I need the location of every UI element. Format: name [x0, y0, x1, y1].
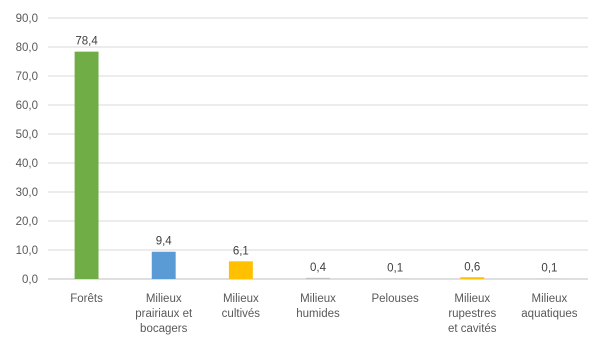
category-label: Milieux prairiaux et bocagers: [135, 293, 193, 335]
bar: [383, 278, 408, 279]
category-label-line: humides: [296, 308, 340, 320]
y-tick-label: 20,0: [16, 216, 38, 228]
data-label: 6,1: [233, 245, 249, 257]
y-tick-label: 10,0: [16, 245, 38, 257]
bar: [306, 277, 330, 279]
category-label-line: Milieux: [532, 293, 568, 305]
category-label: Forêts: [70, 293, 103, 305]
y-tick-label: 40,0: [16, 158, 38, 170]
category-label-line: prairiaux et: [135, 308, 193, 320]
category-label: Pelouses: [371, 293, 419, 305]
data-label: 0,1: [541, 262, 557, 274]
y-tick-label: 80,0: [16, 42, 38, 54]
bar: [151, 251, 176, 279]
data-label: 78,4: [75, 36, 98, 48]
data-label: 9,4: [156, 236, 173, 248]
y-axis-ticks: 0,0 10,0 20,0 30,0 40,0 50,0 60,0 70,0 80,0 90,0: [16, 13, 38, 286]
y-tick-label: 70,0: [16, 71, 38, 83]
category-labels: Forêts Milieux prairiaux et bocagersMilieux…: [70, 293, 578, 335]
category-label: Milieux rupestres et cavités: [448, 293, 497, 335]
category-label: Milieux aquatiques: [521, 293, 578, 320]
category-label-line: et cavités: [448, 323, 497, 335]
category-label-line: aquatiques: [521, 308, 578, 320]
category-label-line: Milieux: [454, 293, 490, 305]
bar: [460, 277, 485, 279]
gridlines: [48, 17, 588, 280]
y-tick-label: 90,0: [16, 13, 38, 25]
y-tick-label: 50,0: [16, 129, 38, 141]
category-label-line: Pelouses: [371, 293, 419, 305]
y-tick-label: 0,0: [22, 274, 38, 286]
bars: [74, 51, 562, 279]
bar: [228, 261, 253, 279]
category-label-line: Milieux: [300, 293, 336, 305]
y-tick-label: 30,0: [16, 187, 38, 199]
category-label-line: cultivés: [222, 308, 261, 320]
data-label: 0,1: [387, 262, 403, 274]
category-label: Milieux cultivés: [222, 293, 261, 320]
category-label-line: Milieux: [223, 293, 259, 305]
bar: [537, 278, 562, 279]
category-label-line: bocagers: [140, 323, 188, 335]
y-tick-label: 60,0: [16, 100, 38, 112]
data-labels: 78,4 9,4 6,1 0,4 0,1 0,6 0,1: [75, 36, 557, 275]
data-label: 0,6: [464, 261, 480, 273]
data-label: 0,4: [310, 262, 327, 274]
category-label-line: Forêts: [70, 293, 103, 305]
category-label-line: Milieux: [146, 293, 182, 305]
category-label-line: rupestres: [448, 308, 496, 320]
category-label: Milieux humides: [296, 293, 340, 320]
bar: [74, 51, 99, 279]
